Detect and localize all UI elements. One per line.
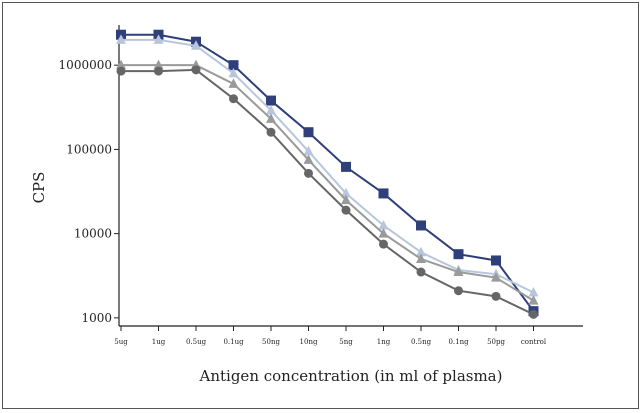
data-point	[379, 239, 388, 249]
data-point	[416, 267, 426, 277]
data-point	[528, 295, 539, 305]
data-point	[303, 145, 314, 156]
series-line	[121, 68, 534, 316]
data-point	[341, 161, 351, 172]
data-point	[341, 187, 351, 198]
data-point	[304, 168, 313, 178]
series-line	[121, 64, 535, 302]
data-point	[153, 34, 164, 44]
data-point	[228, 67, 239, 78]
x-tick-label: 50ng	[262, 338, 280, 346]
x-tick-label: 0.1ng	[448, 338, 469, 346]
x-tick-label: 0.5ug	[186, 338, 207, 346]
x-tick-label: 0.5ng	[411, 338, 432, 346]
chart: 1000 10000 100000 1000000 5ug 1ug 0.5ug 0.1ug 50…	[30, 25, 583, 385]
data-point	[228, 60, 239, 71]
data-point	[116, 59, 126, 70]
data-point	[229, 94, 238, 104]
y-tick-label: 10000	[74, 227, 112, 241]
series-4	[116, 65, 538, 319]
data-point	[228, 78, 239, 88]
y-axis-label: CPS	[30, 172, 48, 204]
y-tick-label: 1000	[81, 311, 112, 325]
data-point	[341, 194, 351, 205]
data-point	[529, 309, 538, 319]
x-tick-label: control	[521, 338, 547, 346]
x-tick-label: 5ng	[339, 338, 353, 346]
data-point	[416, 220, 426, 231]
data-point	[416, 253, 426, 263]
x-tick-label: 5ug	[114, 338, 128, 346]
x-tick-label: 1ug	[152, 338, 166, 346]
data-point	[378, 219, 389, 230]
axes: 1000 10000 100000 1000000 5ug 1ug 0.5ug 0.1ug 50…	[59, 25, 583, 346]
x-tick-label: 10ng	[300, 338, 318, 346]
y-tick-label: 1000000	[59, 58, 112, 72]
y-tick-label: 100000	[66, 142, 112, 156]
series-layer	[116, 29, 539, 319]
data-point	[116, 66, 126, 76]
series-line	[121, 38, 534, 294]
data-point	[491, 255, 501, 266]
data-point	[266, 127, 276, 137]
x-tick-label: 1ng	[377, 338, 391, 346]
data-point	[154, 66, 163, 76]
data-point	[378, 188, 389, 199]
data-point	[266, 95, 276, 106]
data-point	[266, 113, 276, 123]
data-point	[191, 40, 201, 50]
data-point	[191, 65, 201, 75]
data-point	[416, 246, 426, 257]
data-point	[116, 34, 126, 44]
data-point	[341, 205, 351, 215]
data-point	[528, 286, 539, 297]
data-point	[491, 291, 501, 301]
data-point	[378, 228, 389, 238]
data-point	[266, 104, 276, 115]
data-point	[303, 127, 314, 138]
chart-frame: 1000 10000 100000 1000000 5ug 1ug 0.5ug 0.1ug 50…	[2, 2, 639, 409]
series-3	[116, 59, 539, 305]
x-axis-label: Antigen concentration (in ml of plasma)	[199, 367, 503, 385]
series-line	[121, 33, 535, 312]
data-point	[454, 286, 463, 296]
x-tick-label: 50pg	[487, 338, 505, 346]
data-point	[303, 154, 314, 164]
data-point	[153, 59, 164, 70]
data-point	[453, 266, 464, 277]
x-tick-label: 0.1ug	[223, 338, 244, 346]
data-point	[491, 272, 501, 282]
data-point	[453, 249, 464, 260]
